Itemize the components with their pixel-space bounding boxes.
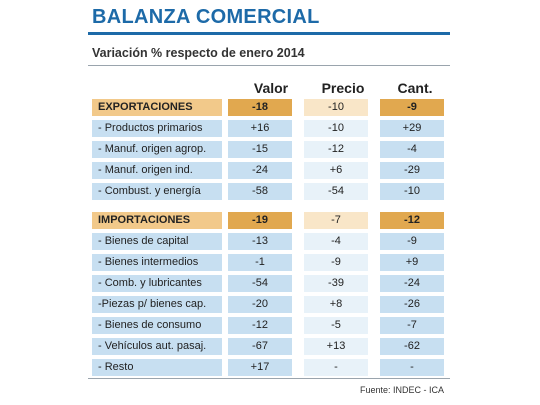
precio-cell: -9	[304, 254, 368, 271]
column-header-valor: Valor	[253, 80, 289, 96]
cant-cell: +29	[380, 120, 444, 137]
precio-cell: -12	[304, 141, 368, 158]
cant-cell: -24	[380, 275, 444, 292]
valor-cell: -58	[228, 183, 292, 200]
cant-cell: -7	[380, 317, 444, 334]
precio-cell: -5	[304, 317, 368, 334]
valor-cell: -1	[228, 254, 292, 271]
cant-cell: -10	[380, 183, 444, 200]
subtitle: Variación % respecto de enero 2014	[92, 46, 305, 60]
row-label: - Productos primarios	[92, 120, 222, 137]
cant-cell: +9	[380, 254, 444, 271]
table-row: - Combust. y energía -58 -54 -10	[92, 183, 444, 200]
precio-cell: -4	[304, 233, 368, 250]
cant-cell: -29	[380, 162, 444, 179]
precio-cell: -10	[304, 120, 368, 137]
row-label: - Manuf. origen agrop.	[92, 141, 222, 158]
cant-cell: -9	[380, 99, 444, 116]
precio-cell: -7	[304, 212, 368, 229]
precio-cell: -	[304, 359, 368, 376]
balanza-comercial-card: BALANZA COMERCIAL Variación % respecto d…	[88, 0, 450, 405]
table-row: - Bienes de consumo -12 -5 -7	[92, 317, 444, 334]
valor-cell: -19	[228, 212, 292, 229]
precio-cell: -54	[304, 183, 368, 200]
row-label: - Bienes de consumo	[92, 317, 222, 334]
table-row: - Manuf. origen agrop. -15 -12 -4	[92, 141, 444, 158]
row-label: IMPORTACIONES	[92, 212, 222, 229]
table-row: - Comb. y lubricantes -54 -39 -24	[92, 275, 444, 292]
precio-cell: -39	[304, 275, 368, 292]
footer-divider	[88, 378, 450, 379]
valor-cell: -24	[228, 162, 292, 179]
table-row: - Vehículos aut. pasaj. -67 +13 -62	[92, 338, 444, 355]
valor-cell: +16	[228, 120, 292, 137]
precio-cell: +8	[304, 296, 368, 313]
row-label: - Vehículos aut. pasaj.	[92, 338, 222, 355]
page-title: BALANZA COMERCIAL	[92, 6, 320, 28]
column-header-cant: Cant.	[397, 80, 433, 96]
cant-cell: -26	[380, 296, 444, 313]
table-row: - Bienes de capital -13 -4 -9	[92, 233, 444, 250]
row-label: - Comb. y lubricantes	[92, 275, 222, 292]
table-row: - Productos primarios +16 -10 +29	[92, 120, 444, 137]
cant-cell: -9	[380, 233, 444, 250]
subtitle-divider	[88, 65, 450, 66]
valor-cell: -13	[228, 233, 292, 250]
row-label: - Bienes de capital	[92, 233, 222, 250]
table-row: - Manuf. origen ind. -24 +6 -29	[92, 162, 444, 179]
precio-cell: +6	[304, 162, 368, 179]
precio-cell: -10	[304, 99, 368, 116]
importaciones-header-row: IMPORTACIONES -19 -7 -12	[92, 212, 444, 229]
cant-cell: -12	[380, 212, 444, 229]
row-label: - Resto	[92, 359, 222, 376]
row-label: - Manuf. origen ind.	[92, 162, 222, 179]
valor-cell: -20	[228, 296, 292, 313]
row-label: - Bienes intermedios	[92, 254, 222, 271]
source-note: Fuente: INDEC - ICA	[359, 385, 444, 395]
column-header-precio: Precio	[321, 80, 365, 96]
table-row: - Resto +17 - -	[92, 359, 444, 376]
precio-cell: +13	[304, 338, 368, 355]
valor-cell: -54	[228, 275, 292, 292]
valor-cell: -67	[228, 338, 292, 355]
title-divider	[88, 32, 450, 35]
valor-cell: -12	[228, 317, 292, 334]
row-label: - Combust. y energía	[92, 183, 222, 200]
valor-cell: +17	[228, 359, 292, 376]
cant-cell: -4	[380, 141, 444, 158]
exportaciones-header-row: EXPORTACIONES -18 -10 -9	[92, 99, 444, 116]
valor-cell: -18	[228, 99, 292, 116]
row-label: EXPORTACIONES	[92, 99, 222, 116]
table-row: - Bienes intermedios -1 -9 +9	[92, 254, 444, 271]
table-row: -Piezas p/ bienes cap. -20 +8 -26	[92, 296, 444, 313]
cant-cell: -	[380, 359, 444, 376]
row-label: -Piezas p/ bienes cap.	[92, 296, 222, 313]
cant-cell: -62	[380, 338, 444, 355]
valor-cell: -15	[228, 141, 292, 158]
